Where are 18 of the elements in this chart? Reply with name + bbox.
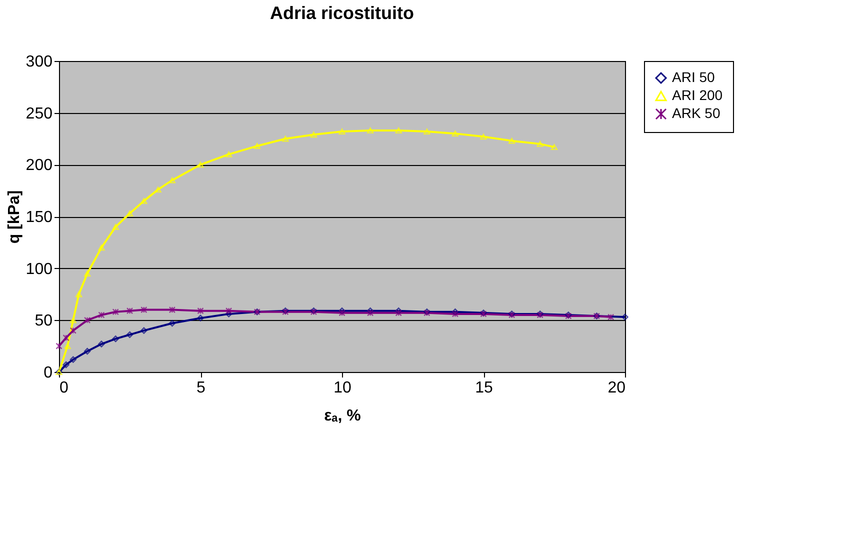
y-axis-title: q [kPa]: [6, 190, 23, 244]
legend-label: ARI 200: [672, 87, 723, 103]
y-tick-label: 100: [26, 260, 53, 278]
y-tick-label: 300: [26, 54, 53, 70]
chart-title: Adria ricostituito: [270, 3, 414, 23]
y-tick-label: 200: [26, 157, 53, 174]
x-tick-label: 10: [334, 380, 352, 396]
y-tick-label: 250: [26, 105, 53, 122]
y-tick-label: 0: [44, 364, 53, 382]
legend-label: ARI 50: [672, 69, 716, 85]
x-tick-label: 20: [608, 380, 626, 396]
x-tick-label: 5: [196, 380, 206, 396]
y-tick-label: 50: [34, 312, 53, 330]
x-axis-title: εₐ, %: [324, 408, 361, 424]
x-tick-label: 0: [60, 380, 68, 396]
y-tick-label: 150: [26, 209, 53, 226]
legend-label: ARK 50: [672, 105, 720, 121]
x-tick-label: 15: [475, 380, 493, 396]
